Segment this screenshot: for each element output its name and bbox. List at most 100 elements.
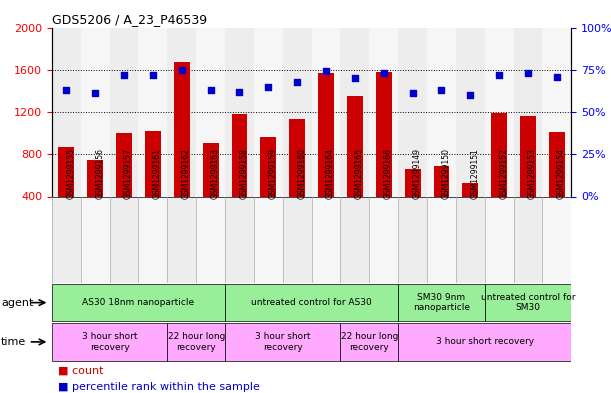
Text: GSM1299164: GSM1299164 bbox=[326, 148, 335, 199]
Bar bbox=[543, 196, 571, 283]
Text: 3 hour short recovery: 3 hour short recovery bbox=[436, 338, 534, 346]
Text: GSM1299152: GSM1299152 bbox=[499, 148, 508, 199]
Text: GSM1299157: GSM1299157 bbox=[124, 148, 133, 199]
Bar bbox=[283, 28, 312, 196]
Bar bbox=[398, 323, 571, 361]
Bar bbox=[340, 28, 369, 196]
Bar bbox=[427, 196, 456, 283]
Text: GSM1299158: GSM1299158 bbox=[240, 148, 249, 199]
Bar bbox=[312, 28, 340, 196]
Bar bbox=[225, 284, 398, 321]
Bar bbox=[52, 323, 167, 361]
Text: 3 hour short
recovery: 3 hour short recovery bbox=[255, 332, 310, 352]
Bar bbox=[59, 147, 75, 196]
Point bbox=[119, 72, 129, 78]
Bar bbox=[225, 323, 340, 361]
Point bbox=[235, 88, 244, 95]
Text: GSM1299151: GSM1299151 bbox=[470, 148, 479, 199]
Text: GSM1299161: GSM1299161 bbox=[153, 148, 162, 199]
Bar bbox=[109, 196, 139, 283]
Bar bbox=[109, 28, 139, 196]
Text: GSM1299154: GSM1299154 bbox=[557, 148, 566, 199]
Bar bbox=[404, 169, 420, 196]
Bar bbox=[254, 196, 283, 283]
Bar bbox=[81, 28, 109, 196]
Bar bbox=[81, 196, 109, 283]
Point bbox=[408, 90, 417, 97]
Point bbox=[263, 84, 273, 90]
Bar bbox=[167, 196, 196, 283]
Bar bbox=[254, 28, 283, 196]
Text: GSM1299159: GSM1299159 bbox=[268, 148, 277, 199]
Text: GSM1299153: GSM1299153 bbox=[528, 148, 537, 199]
Text: agent: agent bbox=[1, 298, 34, 308]
Bar bbox=[196, 28, 225, 196]
Text: ■ count: ■ count bbox=[58, 366, 103, 376]
Bar bbox=[116, 133, 132, 196]
Bar bbox=[485, 196, 514, 283]
Bar bbox=[318, 73, 334, 196]
Point bbox=[90, 90, 100, 97]
Bar bbox=[549, 132, 565, 196]
Bar bbox=[225, 196, 254, 283]
Point bbox=[466, 92, 475, 98]
Bar bbox=[514, 196, 543, 283]
Bar bbox=[520, 116, 536, 196]
Bar bbox=[427, 28, 456, 196]
Bar bbox=[203, 143, 219, 196]
Bar bbox=[398, 28, 427, 196]
Text: 22 hour long
recovery: 22 hour long recovery bbox=[167, 332, 225, 352]
Bar bbox=[543, 28, 571, 196]
Bar bbox=[283, 196, 312, 283]
Text: time: time bbox=[1, 337, 26, 347]
Bar bbox=[52, 28, 81, 196]
Bar bbox=[456, 28, 485, 196]
Bar bbox=[463, 183, 478, 196]
Text: GSM1299150: GSM1299150 bbox=[442, 148, 450, 199]
Text: ■ percentile rank within the sample: ■ percentile rank within the sample bbox=[58, 382, 260, 392]
Text: GDS5206 / A_23_P46539: GDS5206 / A_23_P46539 bbox=[52, 13, 207, 26]
Point bbox=[292, 79, 302, 85]
Bar bbox=[376, 72, 392, 196]
Bar bbox=[340, 196, 369, 283]
Point bbox=[321, 68, 331, 75]
Text: SM30 9nm
nanoparticle: SM30 9nm nanoparticle bbox=[413, 293, 470, 312]
Text: GSM1299162: GSM1299162 bbox=[182, 148, 191, 199]
Text: untreated control for
SM30: untreated control for SM30 bbox=[481, 293, 575, 312]
Bar bbox=[347, 96, 363, 196]
Bar bbox=[87, 160, 103, 196]
Point bbox=[379, 70, 389, 76]
Bar bbox=[139, 28, 167, 196]
Text: GSM1299166: GSM1299166 bbox=[384, 148, 393, 199]
Bar bbox=[485, 284, 571, 321]
Bar bbox=[289, 119, 305, 196]
Point bbox=[552, 73, 562, 80]
Bar bbox=[260, 138, 276, 196]
Bar bbox=[456, 196, 485, 283]
Text: AS30 18nm nanoparticle: AS30 18nm nanoparticle bbox=[82, 298, 194, 307]
Point bbox=[523, 70, 533, 76]
Point bbox=[437, 87, 447, 93]
Point bbox=[148, 72, 158, 78]
Bar bbox=[167, 28, 196, 196]
Point bbox=[62, 87, 71, 93]
Bar bbox=[174, 62, 189, 196]
Bar bbox=[398, 284, 485, 321]
Text: GSM1299149: GSM1299149 bbox=[412, 148, 422, 199]
Text: GSM1299160: GSM1299160 bbox=[297, 148, 306, 199]
Bar bbox=[514, 28, 543, 196]
Bar bbox=[145, 131, 161, 196]
Bar bbox=[232, 114, 247, 196]
Bar bbox=[225, 28, 254, 196]
Bar bbox=[369, 196, 398, 283]
Text: GSM1299156: GSM1299156 bbox=[95, 148, 104, 199]
Point bbox=[494, 72, 504, 78]
Text: GSM1299155: GSM1299155 bbox=[67, 148, 75, 199]
Bar bbox=[52, 196, 81, 283]
Text: 22 hour long
recovery: 22 hour long recovery bbox=[340, 332, 398, 352]
Text: untreated control for AS30: untreated control for AS30 bbox=[251, 298, 372, 307]
Bar bbox=[52, 284, 225, 321]
Text: GSM1299165: GSM1299165 bbox=[355, 148, 364, 199]
Bar bbox=[434, 166, 449, 196]
Text: GSM1299163: GSM1299163 bbox=[211, 148, 219, 199]
